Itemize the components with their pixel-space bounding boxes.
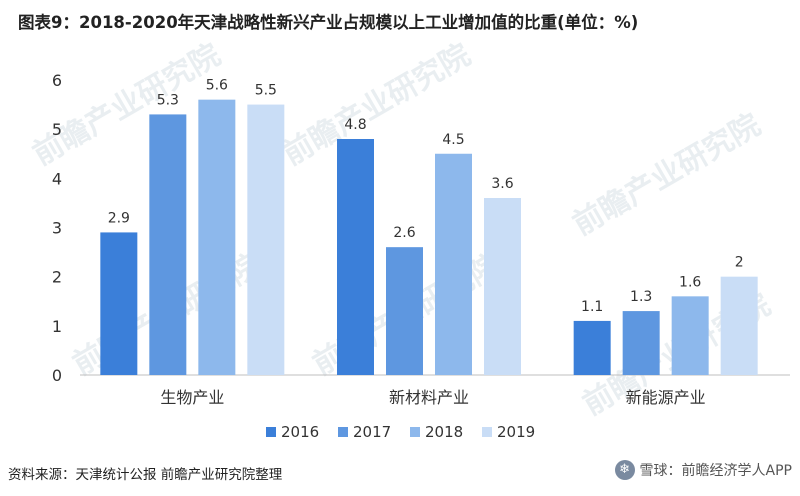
footer-watermark: ❄ 雪球：前瞻经济学人APP (614, 460, 792, 480)
data-label: 5.6 (206, 78, 228, 94)
data-label: 1.3 (630, 289, 652, 305)
x-tick-label: 新能源产业 (626, 388, 706, 407)
data-label: 2.9 (108, 210, 130, 226)
chart-title: 图表9：2018-2020年天津战略性新兴产业占规模以上工业增加值的比重(单位：… (18, 13, 639, 32)
snowball-icon: ❄ (614, 460, 635, 480)
y-tick-label: 2 (52, 268, 62, 287)
bar (573, 320, 611, 375)
y-tick-label: 5 (52, 120, 62, 139)
bar (100, 232, 138, 375)
bar (671, 296, 709, 375)
bar (149, 114, 187, 376)
y-tick-label: 3 (52, 219, 62, 238)
y-tick-label: 1 (52, 317, 62, 336)
y-tick-label: 4 (52, 169, 62, 188)
data-label: 2.6 (393, 225, 415, 241)
x-tick-label: 新材料产业 (389, 388, 469, 407)
x-tick-label: 生物产业 (160, 388, 224, 407)
legend-label: 2019 (497, 423, 535, 441)
bar (435, 153, 472, 375)
bar (198, 99, 236, 376)
legend-swatch (266, 427, 276, 437)
data-label: 4.8 (344, 117, 366, 133)
bar (484, 198, 521, 375)
data-label: 5.3 (157, 92, 179, 108)
legend-label: 2016 (281, 423, 319, 441)
y-tick-label: 6 (52, 71, 62, 90)
data-label: 1.1 (581, 299, 603, 315)
source-note: 资料来源：天津统计公报 前瞻产业研究院整理 (8, 467, 283, 483)
legend-swatch (338, 427, 348, 437)
legend-swatch (482, 427, 492, 437)
data-label: 4.5 (442, 132, 464, 148)
data-label: 5.5 (255, 83, 277, 99)
data-label: 3.6 (491, 176, 513, 192)
y-tick-label: 0 (52, 366, 62, 385)
legend-label: 2018 (425, 423, 463, 441)
data-label: 1.6 (679, 274, 701, 290)
legend-label: 2017 (353, 423, 391, 441)
legend-swatch (410, 427, 420, 437)
bar (622, 311, 660, 375)
bar (337, 139, 374, 375)
bar (386, 247, 423, 375)
bar (720, 276, 758, 375)
footer-watermark-text: 雪球：前瞻经济学人APP (639, 463, 792, 479)
data-label: 2 (735, 255, 744, 271)
bar (247, 104, 285, 375)
